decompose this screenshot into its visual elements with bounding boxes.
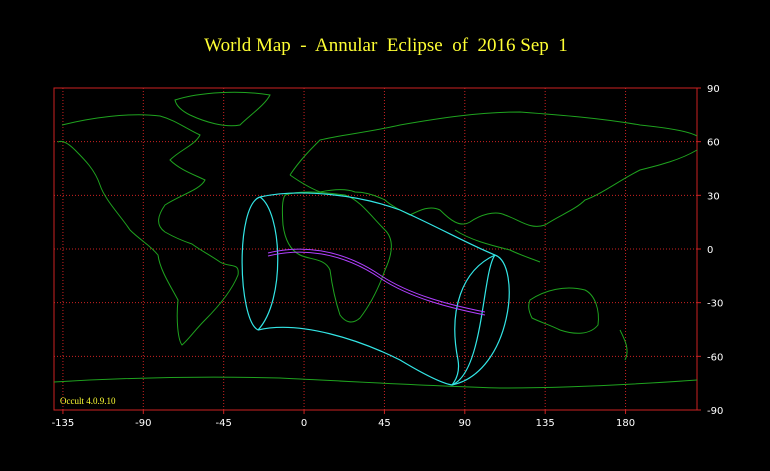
y-tick-label: 30 xyxy=(707,191,720,202)
eclipse-limit xyxy=(451,254,510,386)
y-tick-label: -90 xyxy=(707,406,723,417)
eclipse-limit xyxy=(451,254,496,386)
x-tick-label: -90 xyxy=(135,418,151,429)
software-label: Occult 4.0.9.10 xyxy=(60,396,116,406)
map-title: World Map - Annular Eclipse of 2016 Sep … xyxy=(204,35,568,56)
coastline xyxy=(174,91,271,127)
coastline xyxy=(57,114,239,346)
x-tick-label: -135 xyxy=(52,418,75,429)
y-tick-label: 90 xyxy=(707,84,720,95)
y-tick-label: -30 xyxy=(707,299,723,310)
coastlines xyxy=(53,91,698,389)
eclipse-limit xyxy=(257,196,279,331)
coastline xyxy=(289,111,698,227)
coastline xyxy=(454,229,628,361)
y-tick-label: -60 xyxy=(707,352,723,363)
x-tick-label: 0 xyxy=(301,418,307,429)
x-tick-label: -45 xyxy=(216,418,232,429)
y-tick-label: 0 xyxy=(707,245,713,256)
coastline xyxy=(281,191,392,323)
eclipse-limit xyxy=(451,254,496,386)
x-tick-label: 180 xyxy=(616,418,635,429)
coastline xyxy=(528,287,599,334)
eclipse-limit xyxy=(259,192,496,256)
eclipse-limit xyxy=(257,326,453,386)
central-line xyxy=(267,251,486,316)
eclipse-path xyxy=(241,192,510,386)
y-tick-label: 60 xyxy=(707,138,720,149)
x-tick-label: 90 xyxy=(458,418,471,429)
eclipse-limit xyxy=(241,196,261,331)
coastline xyxy=(53,376,698,389)
x-tick-label: 45 xyxy=(378,418,391,429)
x-tick-label: 135 xyxy=(536,418,555,429)
central-line xyxy=(267,248,486,313)
